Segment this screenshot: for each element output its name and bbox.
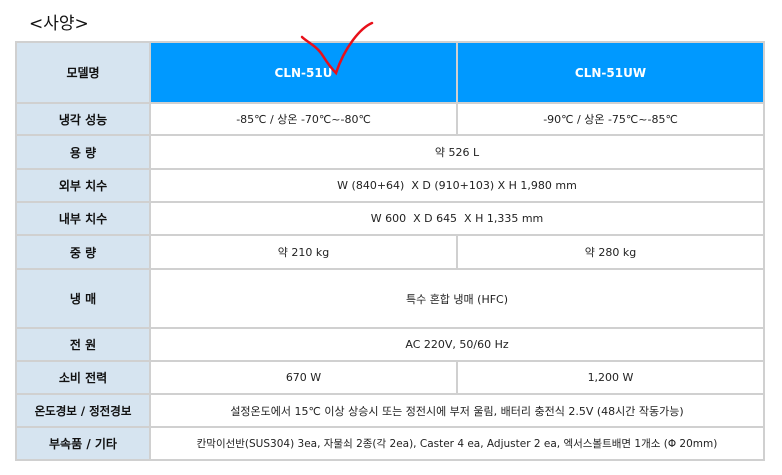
table-row: 용 량 약 526 L — [15, 134, 765, 170]
model-cell: CLN-51UW — [456, 41, 765, 104]
value-cell: 칸막이선반(SUS304) 3ea, 자물쇠 2종(각 2ea), Caster… — [149, 426, 765, 461]
model-cell: CLN-51U — [149, 41, 458, 104]
row-label: 부속품 / 기타 — [15, 426, 151, 461]
value-cell: AC 220V, 50/60 Hz — [149, 327, 765, 362]
table-row: 온도경보 / 정전경보 설정온도에서 15℃ 이상 상승시 또는 정전시에 부저… — [15, 393, 765, 428]
table-row: 전 원 AC 220V, 50/60 Hz — [15, 327, 765, 362]
value-cell: 약 526 L — [149, 134, 765, 170]
table-row: 외부 치수 W (840+64) X D (910+103) X H 1,980… — [15, 168, 765, 203]
row-label: 온도경보 / 정전경보 — [15, 393, 151, 428]
value-cell: 약 210 kg — [149, 234, 458, 270]
table-row: 냉 매 특수 혼합 냉매 (HFC) — [15, 268, 765, 329]
value-cell: 670 W — [149, 360, 458, 395]
row-label: 소비 전력 — [15, 360, 151, 395]
row-label: 용 량 — [15, 134, 151, 170]
row-label: 냉각 성능 — [15, 102, 151, 136]
row-label: 냉 매 — [15, 268, 151, 329]
row-label: 모델명 — [15, 41, 151, 104]
value-cell: -85℃ / 상온 -70℃~-80℃ — [149, 102, 458, 136]
value-cell: 설정온도에서 15℃ 이상 상승시 또는 정전시에 부저 울림, 배터리 충전식… — [149, 393, 765, 428]
value-cell: 특수 혼합 냉매 (HFC) — [149, 268, 765, 329]
value-cell: W (840+64) X D (910+103) X H 1,980 mm — [149, 168, 765, 203]
section-title: <사양> — [29, 14, 89, 34]
spec-table: 모델명 CLN-51U CLN-51UW 냉각 성능 -85℃ / 상온 -70… — [15, 41, 765, 461]
value-cell: 약 280 kg — [456, 234, 765, 270]
table-row: 내부 치수 W 600 X D 645 X H 1,335 mm — [15, 201, 765, 236]
row-label: 내부 치수 — [15, 201, 151, 236]
row-label: 외부 치수 — [15, 168, 151, 203]
value-cell: -90℃ / 상온 -75℃~-85℃ — [456, 102, 765, 136]
table-row: 소비 전력 670 W 1,200 W — [15, 360, 765, 395]
value-cell: W 600 X D 645 X H 1,335 mm — [149, 201, 765, 236]
table-row: 중 량 약 210 kg 약 280 kg — [15, 234, 765, 270]
table-row: 부속품 / 기타 칸막이선반(SUS304) 3ea, 자물쇠 2종(각 2ea… — [15, 426, 765, 461]
row-label: 전 원 — [15, 327, 151, 362]
table-row: 냉각 성능 -85℃ / 상온 -70℃~-80℃ -90℃ / 상온 -75℃… — [15, 102, 765, 136]
row-label: 중 량 — [15, 234, 151, 270]
table-row: 모델명 CLN-51U CLN-51UW — [15, 41, 765, 104]
value-cell: 1,200 W — [456, 360, 765, 395]
